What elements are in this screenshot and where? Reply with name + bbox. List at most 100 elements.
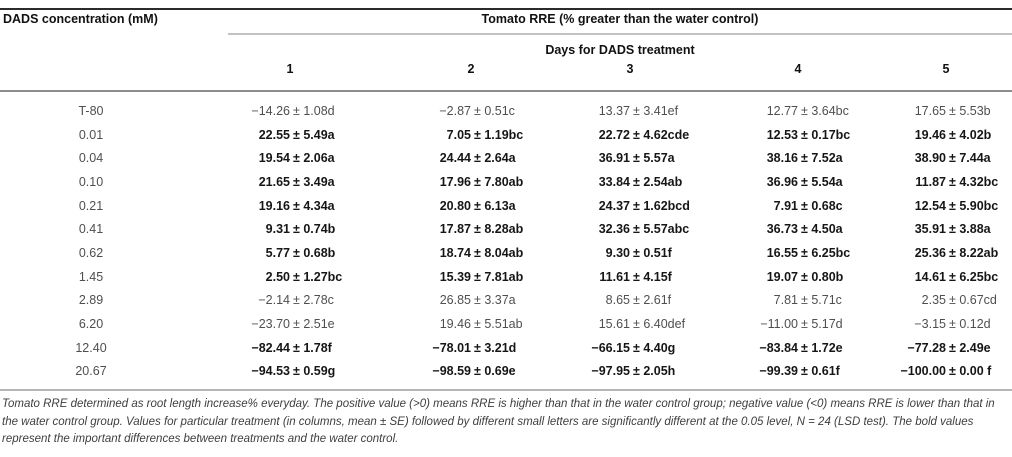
value-se-and-letter: ± 0.61f [801, 364, 840, 379]
value-mean: 36.73 [766, 222, 798, 237]
value-se-and-letter: ± 6.25bc [949, 269, 999, 284]
value-cell: 35.91 ± 3.88a [880, 222, 1012, 236]
table-body: T-80 −14.26 ± 1.08d −2.87 ± 0.51c 13.37 ± 3.41… [0, 92, 1012, 383]
value-mean: 19.07 [766, 269, 798, 284]
value-cell: 32.36 ± 5.57abc [544, 222, 716, 236]
value-mean: 19.46 [439, 317, 471, 332]
value-mean: 19.54 [258, 151, 290, 166]
row-label: 12.40 [75, 340, 107, 355]
value-se-and-letter: ± 0.74b [293, 222, 336, 237]
value-mean: 2.35 [921, 293, 946, 308]
value-mean: 33.84 [598, 174, 630, 189]
value-cell: 9.30 ± 0.51f [544, 246, 716, 260]
value-mean: −82.44 [251, 340, 290, 355]
value-se-and-letter: ± 8.28ab [474, 222, 524, 237]
table-row: 0.10 21.65 ± 3.49a 17.96 ± 7.80ab 33.84 ± 2.54… [0, 170, 1012, 194]
value-cell: −2.14 ± 2.78c [182, 293, 398, 307]
header-body-rule [0, 90, 1012, 92]
table-row: 0.62 5.77 ± 0.68b 18.74 ± 8.04ab 9.30 ± 0.51f 1… [0, 241, 1012, 265]
value-cell: −97.95 ± 2.05h [544, 364, 716, 378]
value-se-and-letter: ± 7.52a [801, 151, 843, 166]
value-cell: 15.39 ± 7.81ab [398, 270, 544, 284]
value-mean: 14.61 [914, 269, 946, 284]
table-row: 2.89 −2.14 ± 2.78c 26.85 ± 3.37a 8.65 ± 2.61f 7… [0, 289, 1012, 313]
value-cell: 2.35 ± 0.67cd [880, 293, 1012, 307]
value-mean: 38.16 [766, 151, 798, 166]
value-mean: 7.91 [773, 198, 798, 213]
value-cell: 11.61 ± 4.15f [544, 270, 716, 284]
value-se-and-letter: ± 4.15f [633, 269, 672, 284]
value-se-and-letter: ± 5.57abc [633, 222, 690, 237]
value-cell: 22.72 ± 4.62cde [544, 128, 716, 142]
value-se-and-letter: ± 2.51e [293, 317, 335, 332]
value-se-and-letter: ± 2.61f [633, 293, 672, 308]
value-se-and-letter: ± 4.40g [633, 340, 676, 355]
header-row-1: DADS concentration (mM) Tomato RRE (% gr… [0, 10, 1012, 33]
footnote-rule [0, 389, 1012, 392]
value-mean: 38.90 [914, 151, 946, 166]
top-rule [0, 8, 1012, 10]
value-cell: 21.65 ± 3.49a [182, 175, 398, 189]
value-cell: 13.37 ± 3.41ef [544, 104, 716, 118]
value-se-and-letter: ± 0.12d [949, 317, 991, 332]
row-label: T-80 [78, 103, 104, 118]
row-label: 1.45 [78, 269, 104, 284]
value-cell: −23.70 ± 2.51e [182, 317, 398, 331]
value-se-and-letter: ± 6.25bc [801, 245, 851, 260]
value-mean: −100.00 [900, 364, 946, 379]
value-mean: 15.39 [439, 269, 471, 284]
value-mean: −94.53 [251, 364, 290, 379]
value-mean: 25.36 [914, 245, 946, 260]
value-mean: 9.31 [265, 222, 290, 237]
value-mean: 15.61 [598, 317, 630, 332]
value-cell: 24.44 ± 2.64a [398, 151, 544, 165]
value-cell: 17.65 ± 5.53b [880, 104, 1012, 118]
row-label: 6.20 [78, 317, 104, 332]
value-se-and-letter: ± 6.13a [474, 198, 516, 213]
group-header: Tomato RRE (% greater than the water con… [481, 12, 759, 26]
value-mean: −99.39 [759, 364, 798, 379]
header-row-days: 1 2 3 4 5 [0, 57, 1012, 90]
value-mean: −77.28 [907, 340, 946, 355]
value-mean: 22.55 [258, 127, 290, 142]
value-cell: −77.28 ± 2.49e [880, 341, 1012, 355]
value-se-and-letter: ± 5.51ab [474, 317, 523, 332]
value-se-and-letter: ± 4.62cde [633, 127, 690, 142]
table-row: 20.67 −94.53 ± 0.59g −98.59 ± 0.69e −97.95 ± 2… [0, 360, 1012, 384]
spacer-cell [0, 57, 182, 90]
table-row: 12.40 −82.44 ± 1.78f −78.01 ± 3.21d −66.15 ± 4… [0, 336, 1012, 360]
value-cell: 19.07 ± 0.80b [716, 270, 880, 284]
value-cell: −66.15 ± 4.40g [544, 341, 716, 355]
value-se-and-letter: ± 0.69e [474, 364, 516, 379]
value-mean: −3.15 [914, 317, 946, 332]
value-mean: 22.72 [598, 127, 630, 142]
value-se-and-letter: ± 0.51f [633, 245, 672, 260]
value-mean: 19.16 [258, 198, 290, 213]
value-mean: 11.61 [599, 269, 630, 284]
value-se-and-letter: ± 6.40def [633, 317, 686, 332]
value-se-and-letter: ± 5.57a [633, 151, 675, 166]
value-se-and-letter: ± 3.37a [474, 293, 516, 308]
value-mean: 17.65 [914, 103, 946, 118]
value-se-and-letter: ± 1.62bcd [633, 198, 690, 213]
row-label: 0.04 [78, 151, 104, 166]
value-cell: 14.61 ± 6.25bc [880, 270, 1012, 284]
value-cell: −94.53 ± 0.59g [182, 364, 398, 378]
value-se-and-letter: ± 4.32bc [949, 174, 999, 189]
value-cell: 8.65 ± 2.61f [544, 293, 716, 307]
value-cell: −99.39 ± 0.61f [716, 364, 880, 378]
value-mean: 16.55 [766, 245, 798, 260]
value-mean: 17.87 [439, 222, 471, 237]
value-se-and-letter: ± 2.06a [293, 151, 335, 166]
value-cell: 2.50 ± 1.27bc [182, 270, 398, 284]
value-cell: 24.37 ± 1.62bcd [544, 199, 716, 213]
value-cell: 19.16 ± 4.34a [182, 199, 398, 213]
value-cell: 36.73 ± 4.50a [716, 222, 880, 236]
value-se-and-letter: ± 1.27bc [293, 269, 343, 284]
value-cell: −100.00 ± 0.00 f [880, 364, 1012, 378]
day-column-2: 2 [467, 62, 475, 76]
value-mean: 5.77 [265, 245, 290, 260]
value-mean: 17.96 [439, 174, 471, 189]
value-mean: 20.80 [439, 198, 471, 213]
value-se-and-letter: ± 0.51c [474, 103, 515, 118]
